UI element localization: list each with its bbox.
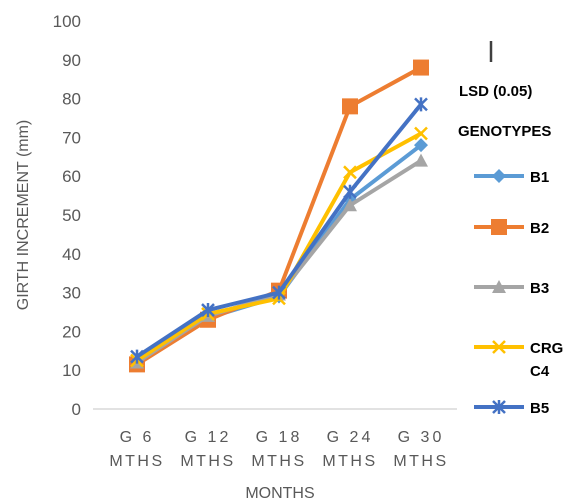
x-tick-label: G 30 <box>398 429 445 446</box>
series-b5 <box>130 97 428 364</box>
data-point <box>343 165 357 180</box>
legend-marker <box>492 400 506 414</box>
x-tick-label: MTHS <box>322 453 377 470</box>
legend-item: B3 <box>474 280 549 297</box>
y-tick-label: 20 <box>62 322 81 341</box>
data-point <box>414 153 428 167</box>
data-point <box>414 97 428 112</box>
y-tick-label: 80 <box>62 90 81 109</box>
y-tick-label: 0 <box>72 400 81 419</box>
data-point <box>414 126 428 141</box>
y-axis-title: GIRTH INCREMENT (mm) <box>15 120 32 311</box>
legend-label: C4 <box>530 363 550 380</box>
y-tick-label: 90 <box>62 51 81 70</box>
legend-item: B2 <box>474 219 549 237</box>
data-point <box>343 198 357 212</box>
legend-label: CRG <box>530 340 563 357</box>
y-tick-label: 40 <box>62 245 81 264</box>
data-point <box>201 303 215 318</box>
y-tick-label: 30 <box>62 284 81 303</box>
series-line <box>135 102 423 359</box>
x-tick-label: G 18 <box>256 429 303 446</box>
series-line <box>135 65 423 367</box>
legend-item: B1 <box>474 169 549 186</box>
x-tick-label: MTHS <box>251 453 306 470</box>
legend-marker <box>492 169 506 183</box>
y-tick-label: 50 <box>62 206 81 225</box>
legend-label: B3 <box>530 280 549 297</box>
y-tick-label: 100 <box>53 12 81 31</box>
data-point <box>343 184 357 199</box>
x-axis-title: MONTHS <box>245 485 314 502</box>
y-tick-label: 70 <box>62 128 81 147</box>
y-tick-label: 60 <box>62 167 81 186</box>
legend-label: B5 <box>530 400 549 417</box>
x-tick-label: G 6 <box>120 429 155 446</box>
legend-label: B2 <box>530 220 549 237</box>
data-point <box>342 98 358 115</box>
legend-marker <box>492 280 506 293</box>
x-tick-label: MTHS <box>180 453 235 470</box>
lsd-label: LSD (0.05) <box>459 83 532 100</box>
data-point <box>272 285 286 300</box>
x-tick-label: MTHS <box>109 453 164 470</box>
x-tick-label: G 12 <box>185 429 232 446</box>
series-b2 <box>129 59 429 373</box>
x-tick-label: MTHS <box>393 453 448 470</box>
legend-item: B5 <box>474 400 549 417</box>
legend-marker <box>492 340 506 354</box>
data-point <box>413 59 429 76</box>
data-point <box>130 349 144 364</box>
legend-marker <box>491 219 507 235</box>
data-point <box>414 138 428 153</box>
x-tick-label: G 24 <box>327 429 374 446</box>
legend-item: CRG C4 <box>474 340 563 380</box>
legend-label: B1 <box>530 169 549 186</box>
legend-title: GENOTYPES <box>458 123 551 140</box>
y-tick-label: 10 <box>62 361 81 380</box>
